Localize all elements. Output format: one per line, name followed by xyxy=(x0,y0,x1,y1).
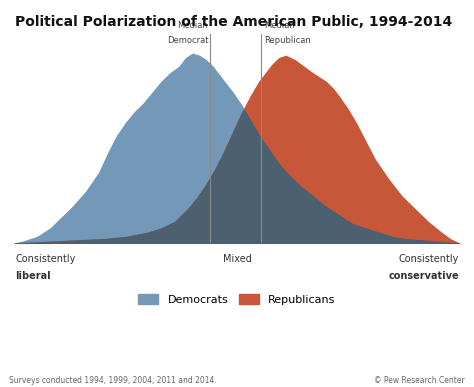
Text: liberal: liberal xyxy=(15,271,51,281)
Text: Surveys conducted 1994, 1999, 2004, 2011 and 2014.: Surveys conducted 1994, 1999, 2004, 2011… xyxy=(9,376,217,385)
Legend: Democrats, Republicans: Democrats, Republicans xyxy=(138,295,336,305)
Text: Consistently: Consistently xyxy=(15,254,75,264)
Text: Republican: Republican xyxy=(264,36,310,45)
Text: Median: Median xyxy=(264,21,294,30)
Text: Democrat: Democrat xyxy=(167,36,208,45)
Text: Median: Median xyxy=(177,21,208,30)
Text: © Pew Research Center: © Pew Research Center xyxy=(374,376,465,385)
Text: conservative: conservative xyxy=(388,271,459,281)
Text: Mixed: Mixed xyxy=(223,254,251,264)
Text: Consistently: Consistently xyxy=(399,254,459,264)
Text: Political Polarization of the American Public, 1994-2014: Political Polarization of the American P… xyxy=(15,15,452,29)
